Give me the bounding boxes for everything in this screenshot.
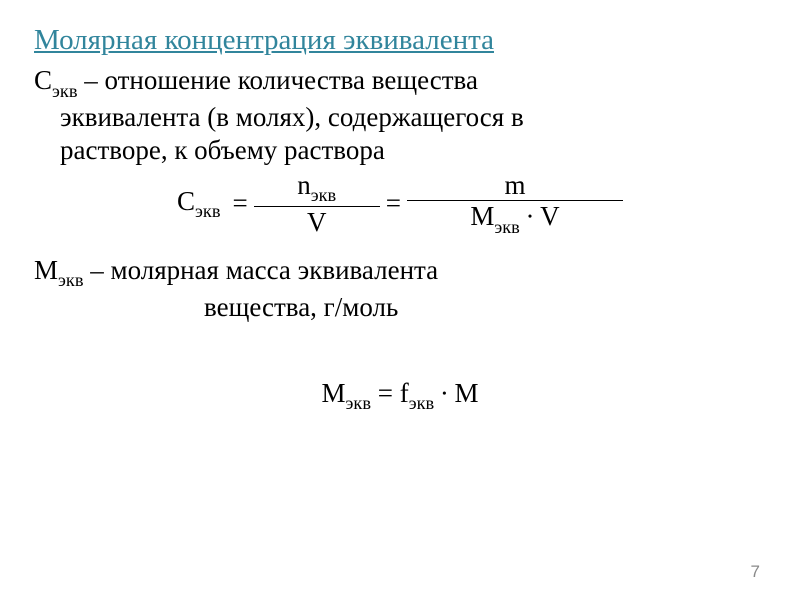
fraction-2-numerator: m — [407, 171, 623, 200]
m-ekv-symbol: М — [34, 255, 58, 285]
slide-heading: Молярная концентрация эквивалента — [34, 22, 766, 58]
formula-c-ekv: Сэкв = nэкв V = m Мэкв ∙ V — [34, 171, 766, 236]
definition-line-3: растворе, к объему раствора — [34, 134, 766, 167]
m-ekv-rest: – молярная масса эквивалента — [83, 255, 438, 285]
m-ekv-line-2: вещества, г/моль — [34, 291, 766, 324]
n-ekv-subscript: экв — [311, 185, 336, 205]
m-ekv-subscript: экв — [58, 270, 83, 290]
fraction-1: nэкв V — [254, 171, 380, 236]
n-ekv-symbol: n — [297, 170, 311, 200]
m-ekv-definition: Мэкв – молярная масса эквивалента вещест… — [34, 254, 766, 324]
formula2-mid-subscript: экв — [409, 393, 434, 413]
definition-line-2: эквивалента (в молях), содержащегося в — [34, 101, 766, 134]
formula2-mid: = f — [371, 378, 409, 408]
formula2-lhs-symbol: М — [322, 378, 346, 408]
fraction-2: m Мэкв ∙ V — [407, 171, 623, 236]
fraction-2-denominator: Мэкв ∙ V — [407, 200, 623, 236]
equals-sign-1: = — [233, 188, 248, 219]
c-ekv-subscript: экв — [52, 81, 77, 101]
fraction-1-numerator: nэкв — [254, 171, 380, 206]
c-ekv-symbol: С — [34, 65, 52, 95]
fraction-1-denominator: V — [254, 206, 380, 236]
definition-line-1: Сэкв – отношение количества вещества — [34, 64, 766, 101]
formula2-lhs-subscript: экв — [346, 393, 371, 413]
formula-lhs-symbol: С — [177, 186, 195, 216]
equals-sign-2: = — [386, 188, 401, 219]
formula-m-ekv: Мэкв = fэкв ∙ М — [34, 378, 766, 413]
formula2-rhs: ∙ М — [434, 378, 478, 408]
m-ekv-den-subscript: экв — [494, 217, 519, 237]
definition-text: Сэкв – отношение количества вещества экв… — [34, 64, 766, 167]
definition-line-1-rest: – отношение количества вещества — [77, 65, 477, 95]
m-ekv-den-rest: ∙ V — [520, 201, 560, 231]
slide: Молярная концентрация эквивалента Сэкв –… — [0, 0, 800, 600]
m-ekv-den-symbol: М — [470, 201, 494, 231]
m-ekv-line-1: Мэкв – молярная масса эквивалента — [34, 254, 766, 291]
page-number: 7 — [751, 562, 760, 582]
formula-lhs: Сэкв — [177, 186, 220, 221]
formula-lhs-subscript: экв — [195, 201, 220, 221]
